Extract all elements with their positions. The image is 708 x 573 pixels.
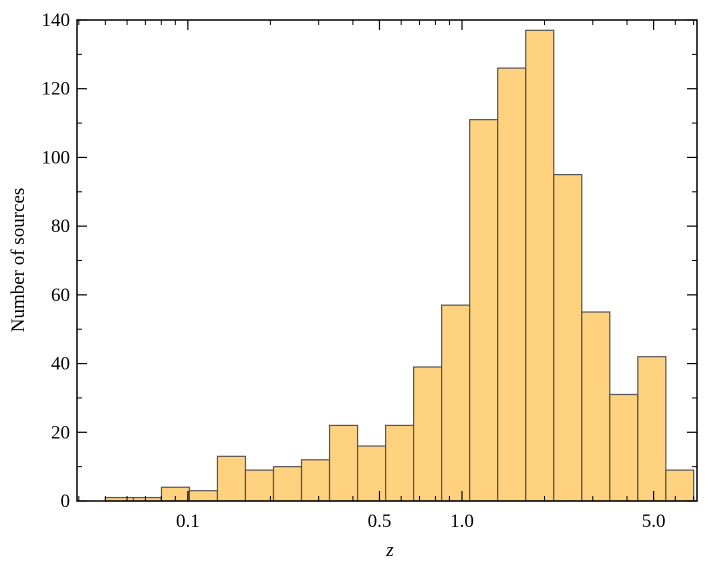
x-tick-label: 5.0 bbox=[642, 511, 666, 532]
bar bbox=[441, 304, 471, 502]
bar bbox=[272, 466, 303, 502]
y-tick-label: 120 bbox=[42, 79, 71, 100]
bar bbox=[385, 424, 415, 502]
y-tick-label: 60 bbox=[51, 285, 70, 306]
bar bbox=[637, 356, 667, 502]
x-tick-label: 0.1 bbox=[176, 511, 200, 532]
y-axis-label: Number of sources bbox=[8, 188, 29, 333]
y-tick-label: 0 bbox=[61, 491, 71, 512]
bar bbox=[188, 490, 219, 502]
x-tick-label: 0.5 bbox=[368, 511, 392, 532]
y-tick-label: 20 bbox=[51, 422, 70, 443]
bar bbox=[469, 119, 499, 502]
y-tick-label: 40 bbox=[51, 354, 70, 375]
bar bbox=[497, 67, 527, 502]
y-tick-label: 140 bbox=[42, 10, 71, 31]
x-tick-label: 1.0 bbox=[450, 511, 474, 532]
y-tick-label: 80 bbox=[51, 216, 70, 237]
bar bbox=[609, 393, 639, 502]
y-tick-label: 100 bbox=[42, 147, 71, 168]
bar bbox=[525, 29, 555, 502]
bar bbox=[413, 366, 443, 502]
bar bbox=[553, 174, 583, 502]
bar bbox=[328, 424, 359, 502]
bar bbox=[216, 455, 247, 502]
bar bbox=[665, 469, 695, 502]
bar bbox=[581, 311, 611, 502]
bar bbox=[356, 445, 387, 502]
bar bbox=[300, 459, 331, 502]
bar bbox=[244, 469, 275, 502]
x-axis-label: z bbox=[385, 540, 394, 561]
